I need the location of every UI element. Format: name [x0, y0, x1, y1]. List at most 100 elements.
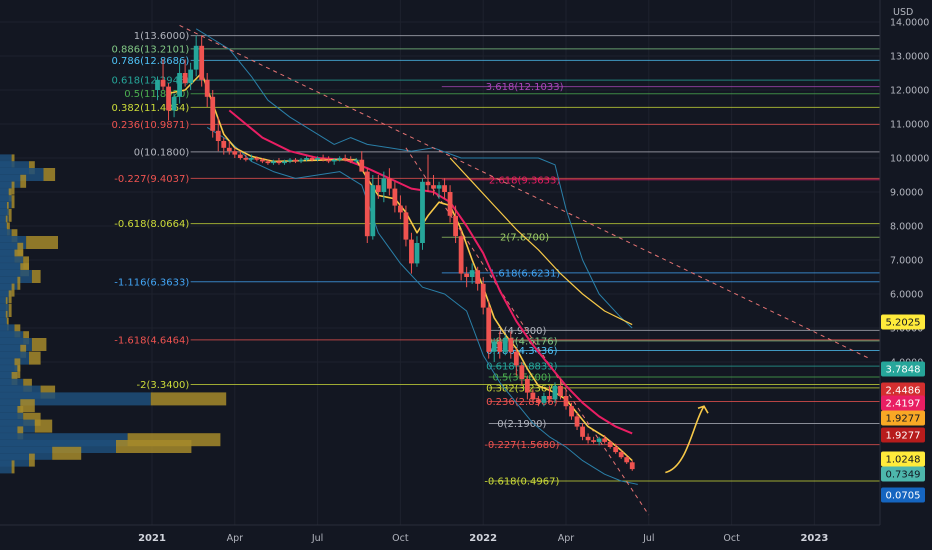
- price-tick-label: 7.0000: [890, 256, 923, 267]
- profile-bar-buy: [0, 181, 12, 195]
- fib-level-label: 0.786(12.8686): [111, 56, 189, 67]
- profile-bar-sell: [23, 256, 29, 270]
- candle-body: [431, 185, 436, 189]
- candle-body: [447, 192, 453, 216]
- profile-bar-sell: [52, 446, 82, 460]
- candle-body: [248, 158, 254, 160]
- candle-body: [442, 185, 447, 192]
- profile-bar-buy: [0, 222, 7, 236]
- grid: [0, 0, 880, 525]
- profile-bar-sell: [17, 406, 24, 419]
- candle-body: [536, 399, 541, 403]
- candle-body: [558, 385, 563, 396]
- profile-bar-sell: [11, 460, 15, 474]
- candle-body: [221, 141, 227, 148]
- profile-bar-sell: [5, 215, 8, 229]
- candle-body: [392, 188, 398, 206]
- fib-level-label: -2(3.3400): [136, 380, 189, 391]
- ma-extra-line: [449, 157, 633, 326]
- candle-body: [210, 96, 216, 131]
- arrow-head: [697, 405, 709, 414]
- price-badge: [881, 382, 925, 398]
- candle-body: [237, 154, 243, 158]
- candle-body: [226, 147, 232, 152]
- candle-body: [530, 392, 536, 400]
- fib-level-label: 0.236(2.8366): [486, 397, 558, 408]
- candle-body: [596, 438, 602, 442]
- candle-body: [265, 161, 271, 164]
- candle-body: [199, 45, 205, 80]
- candle-body: [497, 341, 503, 352]
- trend-line: [405, 147, 650, 516]
- candle-body: [287, 159, 293, 162]
- ma-slow-line: [228, 109, 633, 435]
- candle-body: [513, 351, 519, 366]
- candle-body: [215, 130, 221, 141]
- price-tick-label: 14.0000: [890, 18, 929, 29]
- candle-body: [618, 452, 624, 458]
- profile-bar-buy: [0, 304, 9, 317]
- candle-body: [155, 79, 160, 90]
- price-badge: [881, 361, 925, 377]
- candle-body: [464, 273, 470, 277]
- candle-body: [320, 158, 326, 160]
- candle-body: [204, 79, 210, 97]
- candle-body: [469, 270, 475, 277]
- profile-bar-sell: [43, 168, 56, 181]
- profile-bar-sell: [6, 202, 9, 215]
- price-badge: [881, 314, 925, 330]
- profile-bar-sell: [20, 399, 35, 413]
- profile-bar-sell: [29, 161, 35, 175]
- candle-body: [160, 79, 166, 87]
- price-badge-label: 1.9277: [886, 431, 921, 442]
- time-axis-panel[interactable]: [0, 525, 932, 550]
- candle-body: [232, 151, 238, 155]
- profile-bar-sell: [8, 304, 12, 317]
- fib-level-label: 1(13.6000): [134, 31, 190, 42]
- profile-bar-buy: [0, 208, 9, 222]
- candle-body: [254, 158, 260, 160]
- candle-body: [425, 181, 431, 186]
- fib-level-label: 0.886(4.6176): [486, 336, 558, 347]
- price-tick-label: 8.0000: [890, 222, 923, 233]
- price-badge: [881, 466, 925, 482]
- profile-bar-sell: [5, 310, 8, 324]
- profile-bar-sell: [17, 276, 21, 290]
- profile-bar-sell: [34, 419, 53, 433]
- candle-body: [271, 161, 276, 164]
- price-tick-label: 13.0000: [890, 52, 929, 63]
- candle-body: [574, 416, 580, 427]
- price-badge-label: 0.0705: [886, 491, 921, 502]
- candle-body: [475, 270, 481, 284]
- profile-bar-sell: [150, 392, 227, 406]
- profile-bar-buy: [0, 154, 12, 168]
- profile-bar-buy: [0, 283, 12, 297]
- price-badge: [881, 395, 925, 411]
- price-badge-label: 1.0248: [886, 455, 921, 466]
- candle-body: [375, 185, 381, 192]
- candle-body: [508, 338, 514, 352]
- fib-level-label: 3.618(12.1033): [486, 82, 564, 93]
- candle-body: [585, 436, 591, 441]
- profile-bar-sell: [20, 263, 29, 277]
- arrow-curve: [665, 405, 705, 474]
- candle-body: [420, 181, 425, 243]
- candle-body: [260, 159, 265, 162]
- bollinger-bands: [195, 28, 638, 485]
- candle-body: [491, 341, 497, 352]
- profile-bar-buy: [0, 229, 12, 243]
- candle-body: [398, 205, 403, 213]
- profile-bar-buy: [0, 317, 7, 331]
- price-badge: [881, 410, 925, 426]
- candle-body: [486, 307, 492, 352]
- profile-bar-sell: [14, 324, 21, 338]
- profile-bar-sell: [14, 249, 24, 263]
- candle-body: [591, 440, 596, 442]
- time-tick-label: 2022: [469, 533, 497, 544]
- candle-body: [607, 441, 613, 447]
- candle-body: [326, 159, 332, 162]
- candle-body: [569, 406, 574, 417]
- profile-bar-sell: [11, 283, 15, 297]
